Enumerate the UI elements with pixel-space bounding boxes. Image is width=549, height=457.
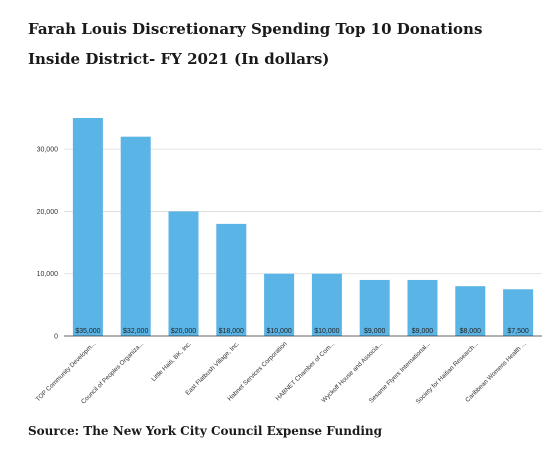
data-label: $20,000 bbox=[171, 328, 196, 335]
y-tick-label: 10,000 bbox=[37, 271, 59, 278]
data-label: $9,000 bbox=[364, 328, 386, 335]
y-tick-label: 30,000 bbox=[37, 147, 59, 154]
bar bbox=[168, 211, 199, 336]
bar bbox=[359, 279, 390, 336]
source-note: Source: The New York City Council Expens… bbox=[28, 424, 383, 438]
y-tick-label: 0 bbox=[54, 334, 58, 341]
data-label: $10,000 bbox=[314, 328, 339, 335]
bar bbox=[264, 273, 295, 336]
bar bbox=[407, 279, 438, 336]
bar bbox=[503, 289, 534, 336]
bar bbox=[120, 136, 151, 336]
data-label: $10,000 bbox=[266, 328, 291, 335]
y-tick-label: 20,000 bbox=[37, 209, 59, 216]
data-label: $35,000 bbox=[75, 328, 100, 335]
chart-title: Farah Louis Discretionary Spending Top 1… bbox=[28, 20, 483, 68]
bar bbox=[311, 273, 342, 336]
data-labels: $35,000 $32,000 $20,000 $18,000 $10,000 $10,0… bbox=[75, 328, 529, 335]
bar bbox=[72, 118, 103, 336]
x-axis-labels: TOP Community Developm...Council of Peop… bbox=[35, 340, 528, 405]
data-label: $18,000 bbox=[219, 328, 244, 335]
x-tick-label: East Flatbush Village, Inc. bbox=[184, 340, 241, 397]
data-label: $32,000 bbox=[123, 328, 148, 335]
data-label: $9,000 bbox=[412, 328, 434, 335]
x-tick-label: Little Haiti, BK, Inc. bbox=[150, 340, 193, 383]
data-label: $8,000 bbox=[460, 328, 482, 335]
y-axis-ticks: 0 10,000 20,000 30,000 bbox=[37, 147, 59, 341]
bar bbox=[216, 223, 247, 336]
bars bbox=[72, 118, 534, 336]
data-label: $7,500 bbox=[507, 328, 529, 335]
bar bbox=[455, 286, 486, 336]
